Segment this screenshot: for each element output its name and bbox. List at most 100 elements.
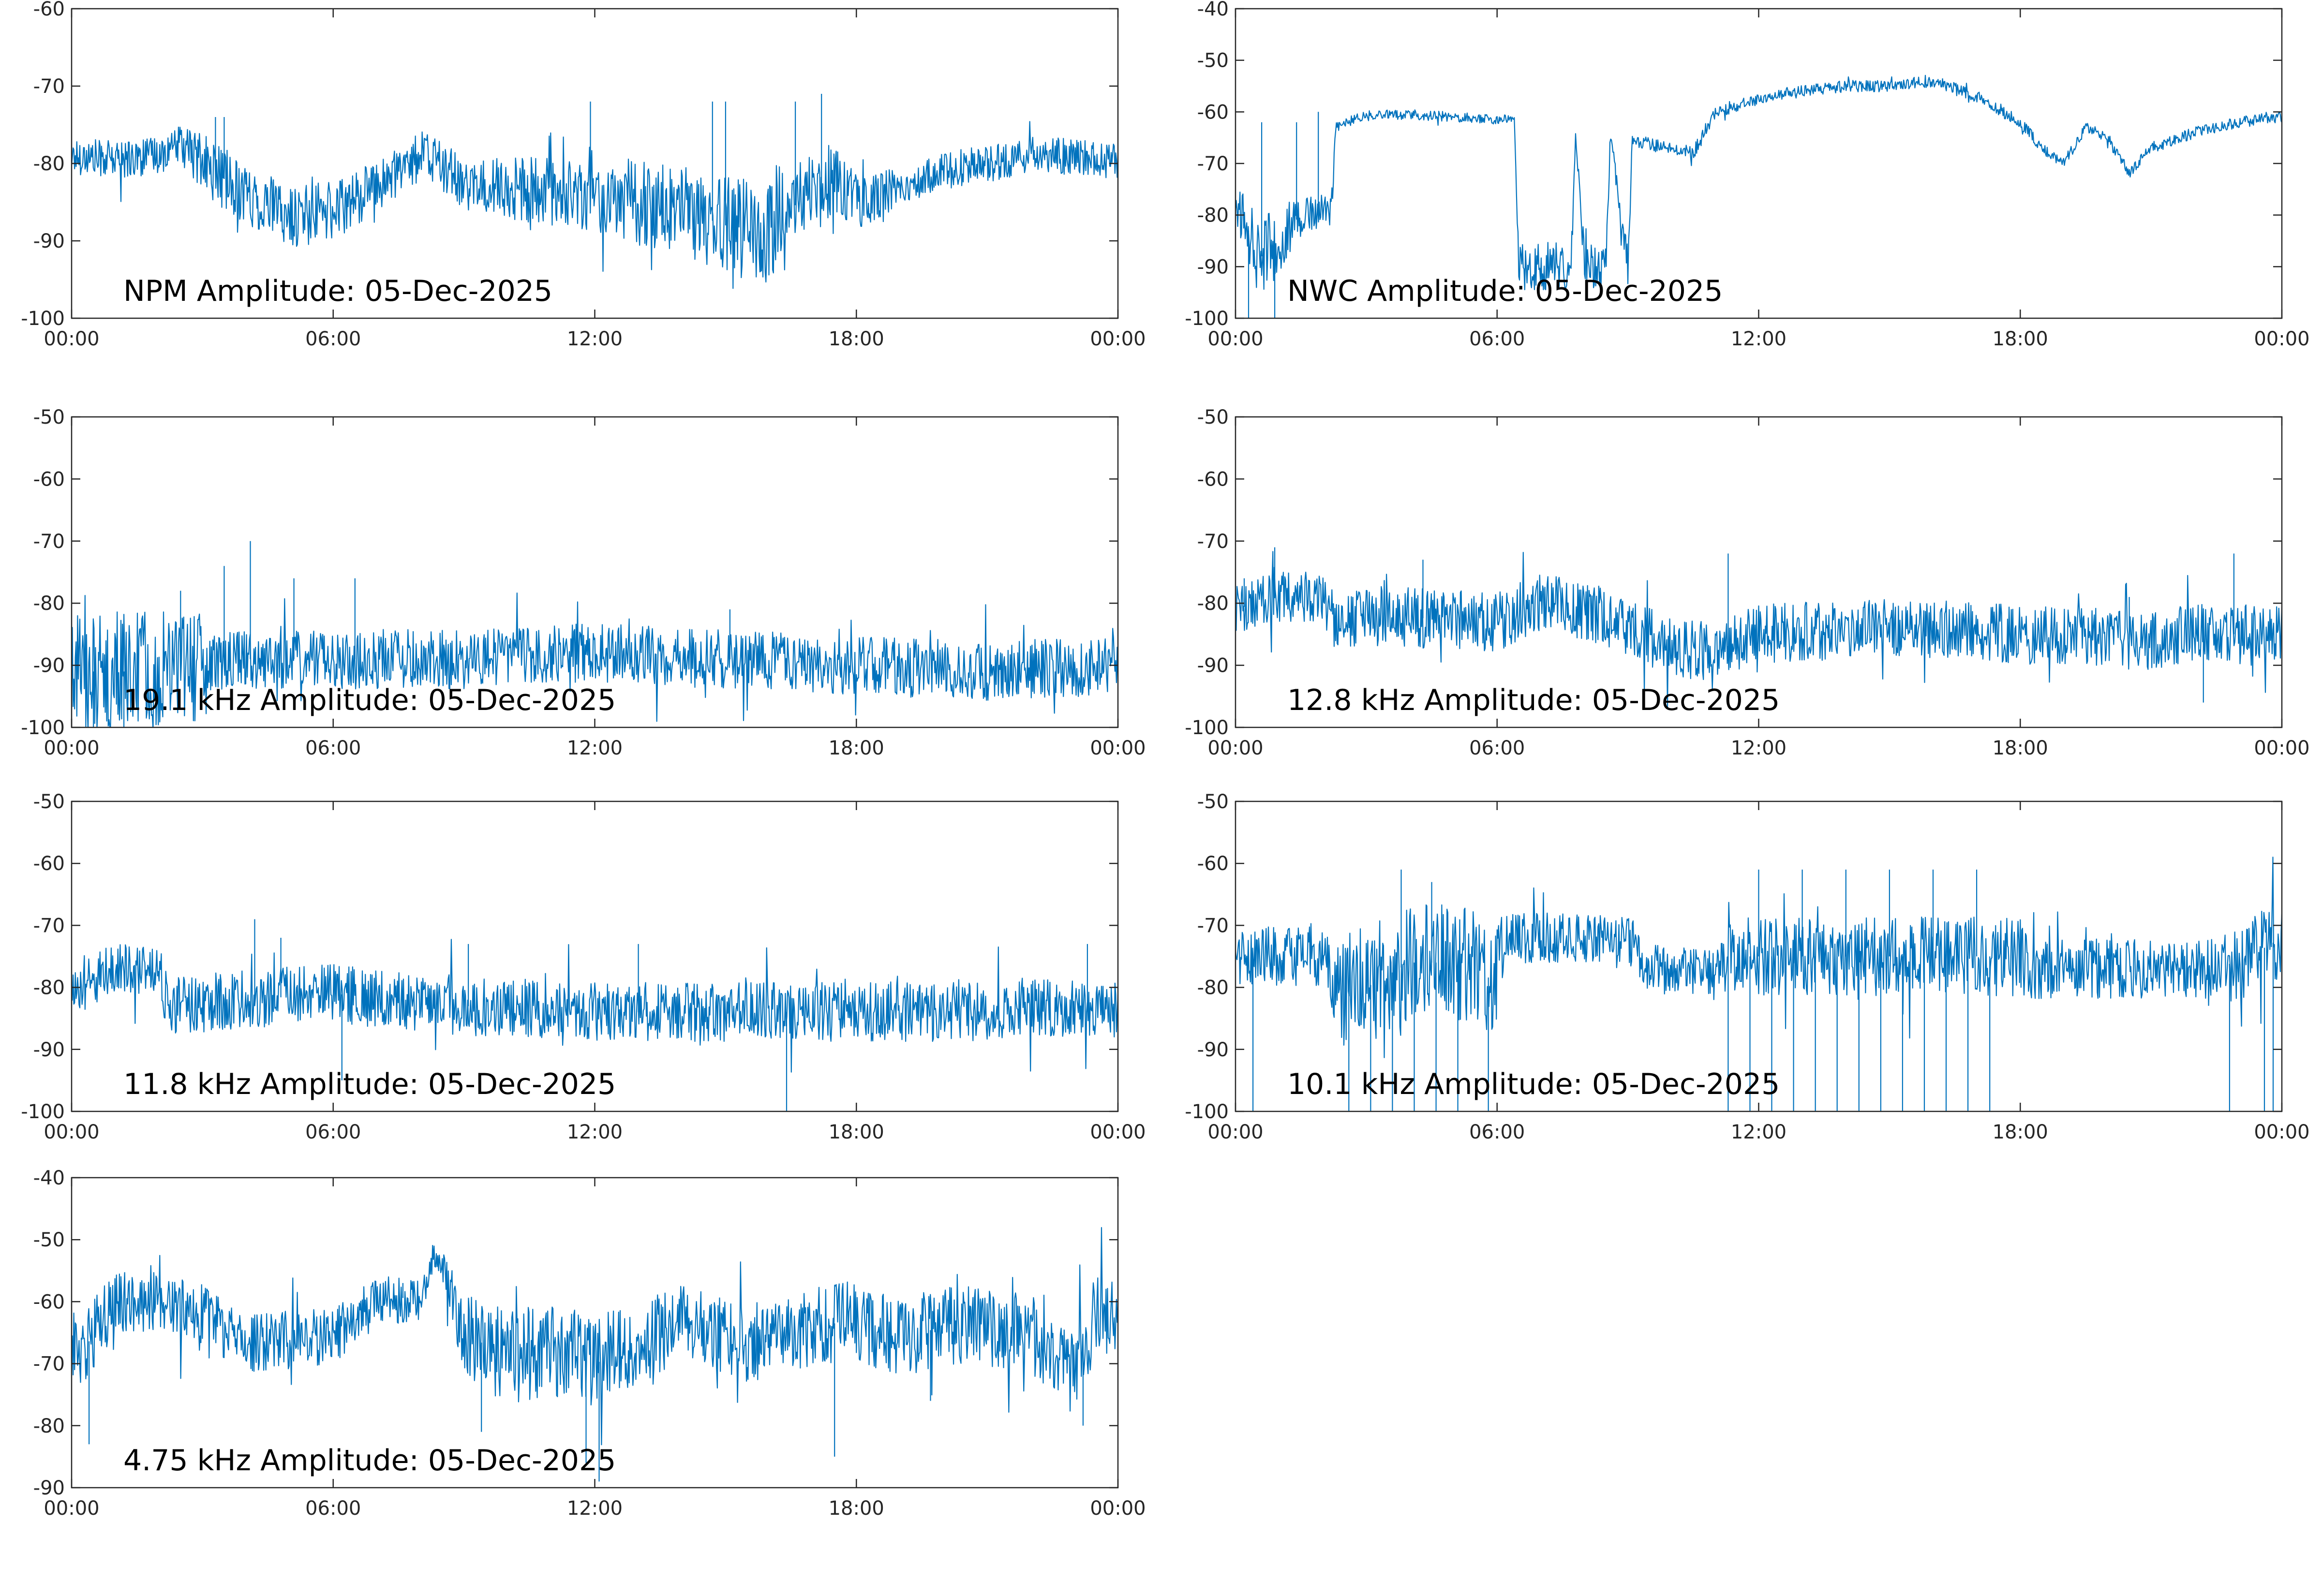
y-tick-label: -90	[1197, 1039, 1229, 1061]
x-tick-label: 06:00	[305, 1121, 361, 1143]
y-tick-label: -90	[1197, 256, 1229, 278]
x-tick-label: 00:00	[1090, 737, 1146, 759]
x-tick-label: 00:00	[1090, 328, 1146, 350]
y-tick-label: -80	[33, 977, 65, 999]
y-tick-label: -50	[33, 406, 65, 429]
y-tick-label: -90	[1197, 655, 1229, 677]
series-line-nwc	[1235, 74, 2282, 318]
x-tick-label: 00:00	[1090, 1497, 1146, 1520]
x-tick-label: 00:00	[1090, 1121, 1146, 1143]
x-tick-label: 06:00	[1469, 1121, 1525, 1143]
x-tick-label: 06:00	[305, 1497, 361, 1520]
y-tick-label: -40	[1197, 0, 1229, 20]
y-tick-label: -90	[33, 230, 65, 252]
y-tick-label: -70	[1197, 153, 1229, 175]
x-tick-label: 00:00	[2254, 1121, 2309, 1143]
x-tick-label: 00:00	[1207, 328, 1263, 350]
x-tick-label: 00:00	[2254, 328, 2309, 350]
y-tick-label: -90	[33, 655, 65, 677]
chart-panel-f4_75: 00:00 06:00 12:00 18:00 00:00 -40 -50 -60 -70 -80…	[33, 1167, 1146, 1520]
chart-panel-f19: 00:00 06:00 12:00 18:00 00:00 -50 -60 -70 -80 -90…	[21, 406, 1146, 759]
x-tick-label: 00:00	[44, 328, 99, 350]
y-tick-label: -100	[21, 717, 65, 739]
x-tick-label: 18:00	[829, 1497, 884, 1520]
x-tick-label: 12:00	[567, 328, 623, 350]
panel-title-f19: 19.1 kHz Amplitude: 05-Dec-2025	[123, 683, 616, 717]
series-line-f19	[72, 541, 1118, 727]
x-tick-label: 12:00	[567, 737, 623, 759]
y-tick-label: -80	[33, 592, 65, 615]
x-tick-label: 00:00	[2254, 737, 2309, 759]
x-tick-label: 06:00	[305, 737, 361, 759]
y-tick-label: -100	[1185, 717, 1229, 739]
y-tick-label: -90	[33, 1039, 65, 1061]
x-tick-label: 00:00	[44, 737, 99, 759]
y-tick-label: -70	[33, 1353, 65, 1375]
x-tick-label: 18:00	[829, 328, 884, 350]
x-tick-label: 12:00	[567, 1121, 623, 1143]
x-tick-label: 00:00	[44, 1121, 99, 1143]
y-tick-label: -70	[1197, 915, 1229, 937]
y-tick-label: -100	[1185, 308, 1229, 330]
panel-title-npm: NPM Amplitude: 05-Dec-2025	[123, 274, 552, 308]
y-tick-label: -70	[33, 75, 65, 98]
x-tick-label: 00:00	[1207, 1121, 1263, 1143]
x-tick-label: 18:00	[1993, 737, 2048, 759]
x-tick-label: 12:00	[1731, 1121, 1786, 1143]
y-tick-label: -60	[33, 0, 65, 20]
x-tick-label: 18:00	[1993, 328, 2048, 350]
x-tick-label: 06:00	[1469, 737, 1525, 759]
y-tick-label: -60	[33, 853, 65, 875]
y-tick-label: -70	[1197, 531, 1229, 553]
y-tick-label: -60	[33, 1291, 65, 1313]
y-tick-label: -80	[33, 153, 65, 175]
y-tick-label: -80	[1197, 205, 1229, 227]
panel-title-f12_8: 12.8 kHz Amplitude: 05-Dec-2025	[1287, 683, 1780, 717]
y-tick-label: -90	[33, 1477, 65, 1499]
y-tick-label: -50	[33, 1229, 65, 1251]
y-tick-label: -50	[1197, 791, 1229, 813]
x-tick-label: 18:00	[829, 1121, 884, 1143]
chart-panel-f11_8: 00:00 06:00 12:00 18:00 00:00 -50 -60 -70 -80 -90…	[21, 791, 1146, 1143]
panel-title-nwc: NWC Amplitude: 05-Dec-2025	[1287, 274, 1723, 308]
y-tick-label: -80	[1197, 592, 1229, 615]
y-tick-label: -50	[33, 791, 65, 813]
y-tick-label: -80	[1197, 977, 1229, 999]
x-tick-label: 12:00	[1731, 737, 1786, 759]
y-tick-label: -60	[1197, 468, 1229, 490]
series-line-npm	[72, 94, 1118, 289]
y-tick-label: -60	[33, 468, 65, 490]
x-tick-label: 06:00	[305, 328, 361, 350]
y-tick-label: -50	[1197, 50, 1229, 72]
y-tick-label: -80	[33, 1415, 65, 1437]
y-tick-label: -100	[21, 308, 65, 330]
x-tick-label: 18:00	[1993, 1121, 2048, 1143]
chart-panel-f10_1: 00:00 06:00 12:00 18:00 00:00 -50 -60 -70 -80 -90…	[1185, 791, 2309, 1143]
y-tick-label: -60	[1197, 853, 1229, 875]
y-tick-label: -50	[1197, 406, 1229, 429]
series-line-f11_8	[72, 919, 1118, 1111]
y-tick-label: -40	[33, 1167, 65, 1189]
x-tick-label: 18:00	[829, 737, 884, 759]
series-line-f12_8	[1235, 547, 2282, 709]
x-tick-label: 12:00	[1731, 328, 1786, 350]
y-tick-label: -100	[21, 1101, 65, 1123]
series-line-f4_75	[72, 1227, 1118, 1482]
panel-title-f11_8: 11.8 kHz Amplitude: 05-Dec-2025	[123, 1067, 616, 1101]
x-tick-label: 00:00	[1207, 737, 1263, 759]
y-tick-label: -70	[33, 915, 65, 937]
x-tick-label: 00:00	[44, 1497, 99, 1520]
series-line-f10_1	[1235, 857, 2282, 1111]
chart-panel-f12_8: 00:00 06:00 12:00 18:00 00:00 -50 -60 -70 -80 -90…	[1185, 406, 2309, 759]
x-tick-label: 12:00	[567, 1497, 623, 1520]
panel-title-f4_75: 4.75 kHz Amplitude: 05-Dec-2025	[123, 1444, 616, 1478]
chart-panel-nwc: 00:00 06:00 12:00 18:00 00:00 -40 -50 -60 -70 -80…	[1185, 0, 2309, 350]
y-tick-label: -60	[1197, 101, 1229, 123]
y-tick-label: -100	[1185, 1101, 1229, 1123]
x-tick-label: 06:00	[1469, 328, 1525, 350]
y-tick-label: -70	[33, 531, 65, 553]
chart-panel-npm: 00:00 06:00 12:00 18:00 00:00 -60 -70 -80 -90 -10…	[21, 0, 1146, 350]
panel-title-f10_1: 10.1 kHz Amplitude: 05-Dec-2025	[1287, 1067, 1780, 1101]
